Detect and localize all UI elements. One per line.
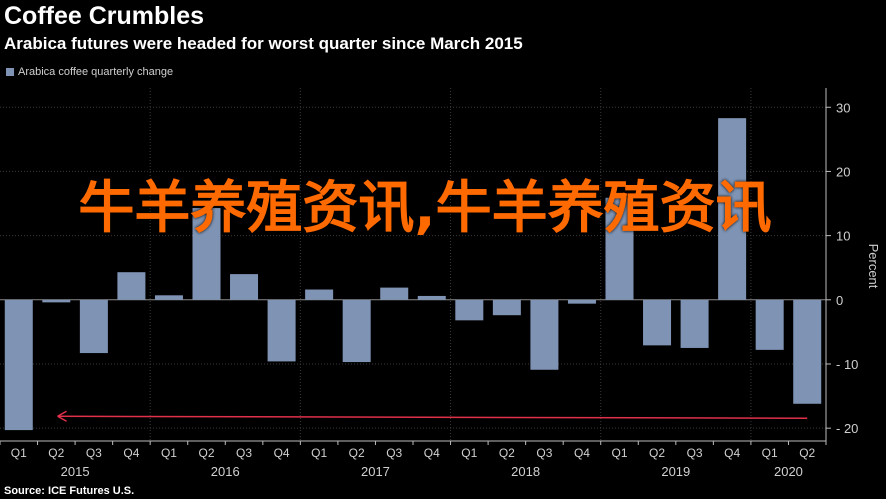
x-tick-label: Q4: [424, 446, 440, 460]
axes: [0, 88, 831, 445]
chart-title: Coffee Crumbles: [4, 2, 205, 30]
y-tick-label: 10: [836, 229, 850, 244]
annotations: [57, 410, 808, 422]
bar: [380, 287, 409, 300]
x-tick-label: Q3: [236, 446, 252, 460]
bar: [230, 274, 259, 300]
y-tick-label: 30: [836, 100, 850, 115]
bar: [492, 299, 521, 316]
year-label: 2016: [211, 464, 240, 479]
x-tick-label: Q2: [649, 446, 665, 460]
year-labels: 2015 2016 2017 2018 2019 2020: [61, 464, 803, 479]
bar: [79, 299, 108, 354]
annotation-arrow-head: [57, 410, 67, 422]
watermark-overlay-text: 牛羊养殖资讯,牛羊养殖资讯: [78, 176, 772, 241]
x-tick-label: Q1: [762, 446, 778, 460]
bar: [530, 299, 559, 370]
bar: [192, 208, 221, 300]
bar: [154, 295, 183, 300]
x-tick-label: Q1: [161, 446, 177, 460]
x-tick-label: Q3: [536, 446, 552, 460]
x-tick-label: Q3: [687, 446, 703, 460]
y-tick-label: - 10: [836, 357, 858, 372]
bar: [42, 299, 71, 303]
bar: [567, 299, 596, 304]
x-tick-label: Q4: [574, 446, 590, 460]
grid: [0, 88, 826, 441]
bar: [267, 299, 296, 362]
bar: [117, 272, 146, 300]
x-tick-label: Q2: [499, 446, 515, 460]
x-tick-label: Q4: [123, 446, 139, 460]
bar: [793, 299, 822, 404]
x-tick-label: Q2: [799, 446, 815, 460]
year-label: 2020: [774, 464, 803, 479]
x-tick-label: Q1: [11, 446, 27, 460]
bar: [455, 299, 484, 321]
bar: [417, 295, 446, 300]
bar: [755, 299, 784, 350]
y-axis-label: Percent: [866, 244, 881, 289]
year-label: 2019: [661, 464, 690, 479]
x-tick-label: Q2: [349, 446, 365, 460]
bar: [342, 299, 371, 363]
y-tick-labels: 30 20 10 0 - 10 - 20: [836, 100, 858, 436]
year-label: 2017: [361, 464, 390, 479]
bar: [643, 299, 672, 346]
chart-subtitle: Arabica futures were headed for worst qu…: [4, 34, 523, 53]
y-tick-label: 0: [836, 293, 843, 308]
x-tick-labels: Q1 Q2 Q3 Q4 Q1 Q2 Q3 Q4 Q1 Q2 Q3 Q4 Q1 Q2 Q3 Q4 Q1 Q2 Q3 Q4…: [11, 446, 816, 460]
bar: [305, 289, 334, 300]
legend-label: Arabica coffee quarterly change: [18, 66, 174, 78]
y-tick-label: 20: [836, 164, 850, 179]
bar: [4, 299, 33, 431]
bar: [680, 299, 709, 348]
legend-swatch: [6, 68, 14, 76]
annotation-arrow-line: [57, 415, 808, 420]
x-tick-label: Q4: [724, 446, 740, 460]
bar: [605, 197, 634, 300]
year-label: 2015: [61, 464, 90, 479]
x-tick-label: Q1: [311, 446, 327, 460]
source-note: Source: ICE Futures U.S.: [4, 485, 135, 497]
x-tick-label: Q2: [48, 446, 64, 460]
x-tick-label: Q1: [611, 446, 627, 460]
x-tick-label: Q3: [386, 446, 402, 460]
bar: [718, 118, 747, 300]
x-tick-label: Q4: [274, 446, 290, 460]
bars: [4, 118, 822, 431]
x-tick-label: Q3: [86, 446, 102, 460]
x-tick-label: Q2: [198, 446, 214, 460]
y-tick-label: - 20: [836, 421, 858, 436]
x-tick-label: Q1: [461, 446, 477, 460]
legend: Arabica coffee quarterly change: [6, 66, 173, 78]
year-label: 2018: [511, 464, 540, 479]
